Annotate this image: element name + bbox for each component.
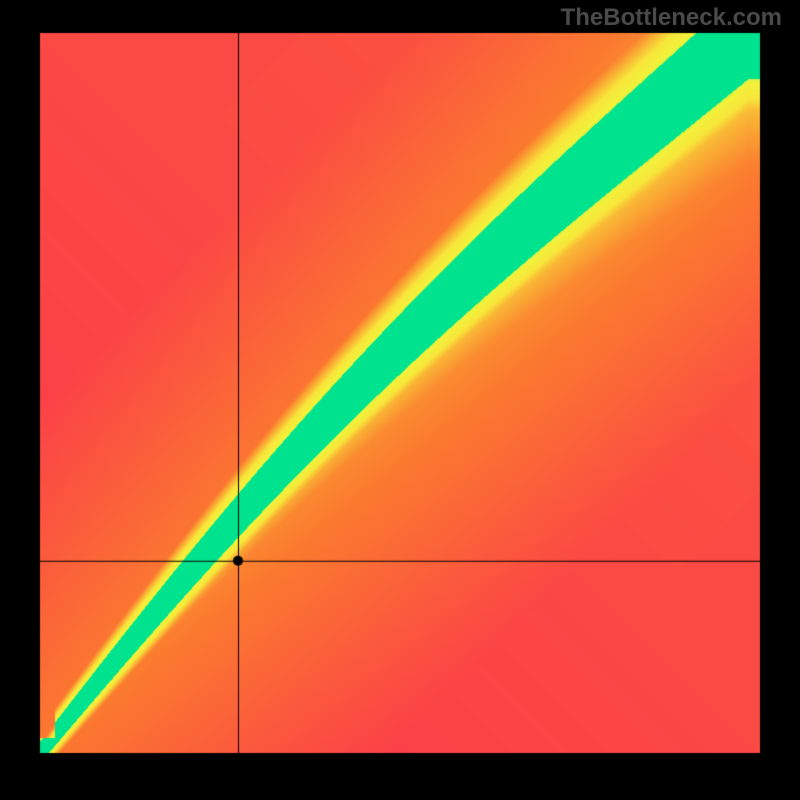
bottleneck-heatmap xyxy=(0,0,800,800)
watermark-text: TheBottleneck.com xyxy=(561,4,782,32)
chart-container: TheBottleneck.com xyxy=(0,0,800,800)
